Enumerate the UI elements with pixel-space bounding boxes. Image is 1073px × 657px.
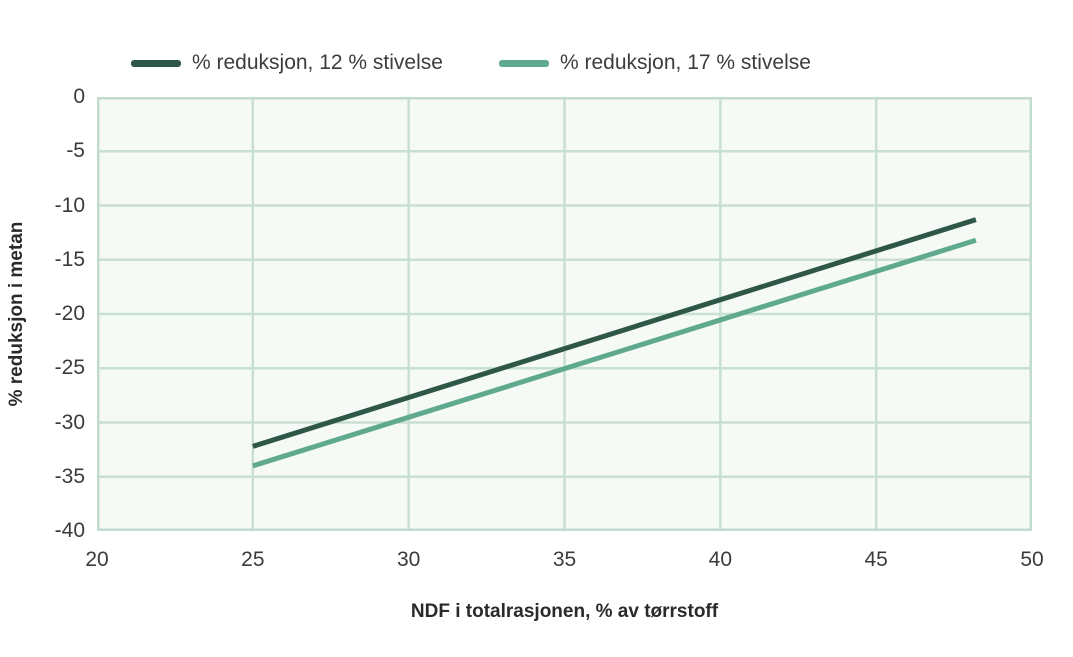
y-tick-label: -35: [54, 464, 85, 488]
x-tick-label: 50: [1020, 548, 1044, 571]
x-tick-label: 30: [396, 548, 421, 571]
legend-label-12-stivelse: % reduksjon, 12 % stivelse: [192, 51, 443, 74]
x-tick-label: 35: [552, 548, 577, 571]
plot-area: [97, 97, 1032, 531]
x-tick-label: 45: [864, 548, 888, 571]
y-tick-label: -5: [66, 139, 85, 163]
y-tick-label: -15: [54, 247, 85, 271]
y-tick-label: -30: [54, 410, 85, 434]
legend-label-17-stivelse: % reduksjon, 17 % stivelse: [559, 51, 811, 74]
y-tick-label: -25: [54, 356, 85, 380]
x-tick-label: 40: [708, 548, 732, 571]
y-tick-label: 0: [73, 85, 85, 108]
series-line-1: [252, 237, 977, 469]
x-tick-label: 20: [85, 548, 109, 571]
y-tick-label: -40: [54, 519, 85, 542]
legend: % reduksjon, 12 % stivelse % reduksjon, …: [131, 51, 811, 75]
y-tick-label: -10: [54, 193, 85, 217]
plot-border: [97, 97, 1032, 531]
y-tick-label: -20: [54, 302, 85, 325]
legend-swatch-17-stivelse: [498, 59, 549, 67]
legend-item-12-stivelse: % reduksjon, 12 % stivelse: [131, 51, 443, 75]
series-line-0: [252, 217, 977, 449]
x-axis-title: NDF i totalrasjonen, % av tørrstoff: [410, 601, 719, 622]
x-tick-label: 25: [241, 548, 265, 571]
plot-svg: [97, 97, 1032, 531]
legend-swatch-12-stivelse: [131, 59, 181, 67]
legend-item-17-stivelse: % reduksjon, 17 % stivelse: [498, 51, 811, 75]
